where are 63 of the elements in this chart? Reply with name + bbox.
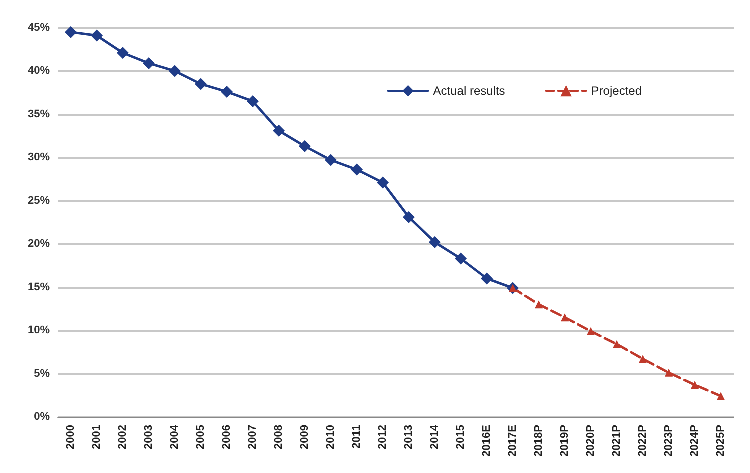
point xyxy=(91,30,103,42)
point xyxy=(143,57,155,70)
y-tick-label: 45% xyxy=(28,22,50,34)
x-tick-label: 2007 xyxy=(247,425,259,450)
x-tick-label: 2012 xyxy=(377,425,389,450)
y-tick-label: 35% xyxy=(28,108,50,120)
x-tick-label: 2014 xyxy=(429,424,441,450)
point xyxy=(195,78,207,90)
point xyxy=(613,340,621,348)
x-tick-label: 2020P xyxy=(585,425,597,457)
point xyxy=(587,327,595,336)
point xyxy=(221,86,233,98)
point xyxy=(691,381,699,390)
x-tick-label: 2025P xyxy=(715,425,727,457)
x-tick-label: 2023P xyxy=(663,425,675,457)
point xyxy=(639,355,647,364)
x-tick-label: 2017E xyxy=(507,425,519,457)
y-tick-label: 25% xyxy=(28,194,50,207)
x-tick-label: 2021P xyxy=(611,425,623,457)
y-tick-label: 20% xyxy=(28,238,50,250)
point xyxy=(561,314,569,322)
y-tick-label: 5% xyxy=(34,368,50,380)
point xyxy=(299,140,311,152)
y-tick-label: 40% xyxy=(28,65,50,78)
point xyxy=(273,124,285,137)
point xyxy=(247,95,259,108)
point xyxy=(717,392,725,400)
x-tick-label: 2022P xyxy=(637,425,649,457)
x-tick-label: 2016E xyxy=(481,425,493,457)
point xyxy=(65,26,77,38)
x-tick-label: 2019P xyxy=(559,425,571,457)
point xyxy=(169,65,181,78)
point xyxy=(377,176,389,189)
point xyxy=(535,300,543,309)
point xyxy=(429,236,441,248)
point xyxy=(117,47,129,60)
y-tick-label: 0% xyxy=(34,411,50,423)
x-tick-label: 2015 xyxy=(455,425,467,450)
x-tick-label: 2011 xyxy=(351,425,363,449)
x-tick-label: 2001 xyxy=(91,425,103,450)
x-tick-label: 2008 xyxy=(273,425,285,450)
x-tick-label: 2009 xyxy=(299,425,311,450)
x-tick-label: 2002 xyxy=(117,425,129,450)
y-tick-label: 15% xyxy=(28,281,50,294)
point xyxy=(325,154,337,166)
x-tick-label: 2010 xyxy=(325,425,337,450)
point xyxy=(665,368,673,377)
legend-label: Actual results xyxy=(433,84,506,98)
y-tick-label: 10% xyxy=(28,324,50,337)
x-tick-label: 2006 xyxy=(221,425,233,450)
point xyxy=(351,164,363,176)
x-tick-label: 2013 xyxy=(403,425,415,450)
y-tick-label: 30% xyxy=(28,152,50,164)
x-tick-label: 2004 xyxy=(169,424,181,450)
x-tick-label: 2024P xyxy=(689,425,701,457)
x-tick-label: 2003 xyxy=(143,425,155,450)
x-tick-label: 2018P xyxy=(533,425,545,457)
x-tick-label: 2005 xyxy=(195,425,207,450)
legend-label: Projected xyxy=(591,84,642,98)
point xyxy=(403,211,415,224)
point xyxy=(481,272,493,285)
x-tick-label: 2000 xyxy=(65,425,77,450)
point xyxy=(455,252,467,265)
